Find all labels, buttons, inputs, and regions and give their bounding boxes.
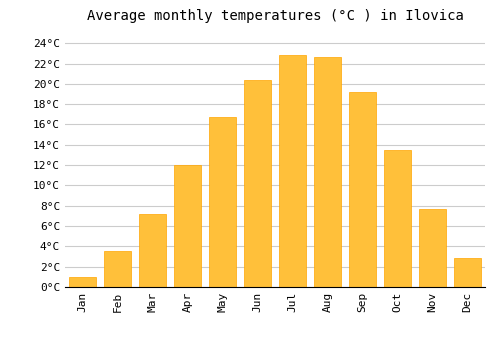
Bar	[210, 117, 236, 287]
Title: Average monthly temperatures (°C ) in Ilovica: Average monthly temperatures (°C ) in Il…	[86, 9, 464, 23]
Bar	[70, 277, 96, 287]
Bar	[384, 150, 410, 287]
Bar	[280, 55, 305, 287]
Bar	[140, 214, 166, 287]
Bar	[350, 92, 376, 287]
Bar	[314, 57, 340, 287]
Bar	[104, 251, 130, 287]
Bar	[244, 80, 270, 287]
Bar	[454, 258, 480, 287]
Bar	[174, 165, 201, 287]
Bar	[420, 209, 446, 287]
